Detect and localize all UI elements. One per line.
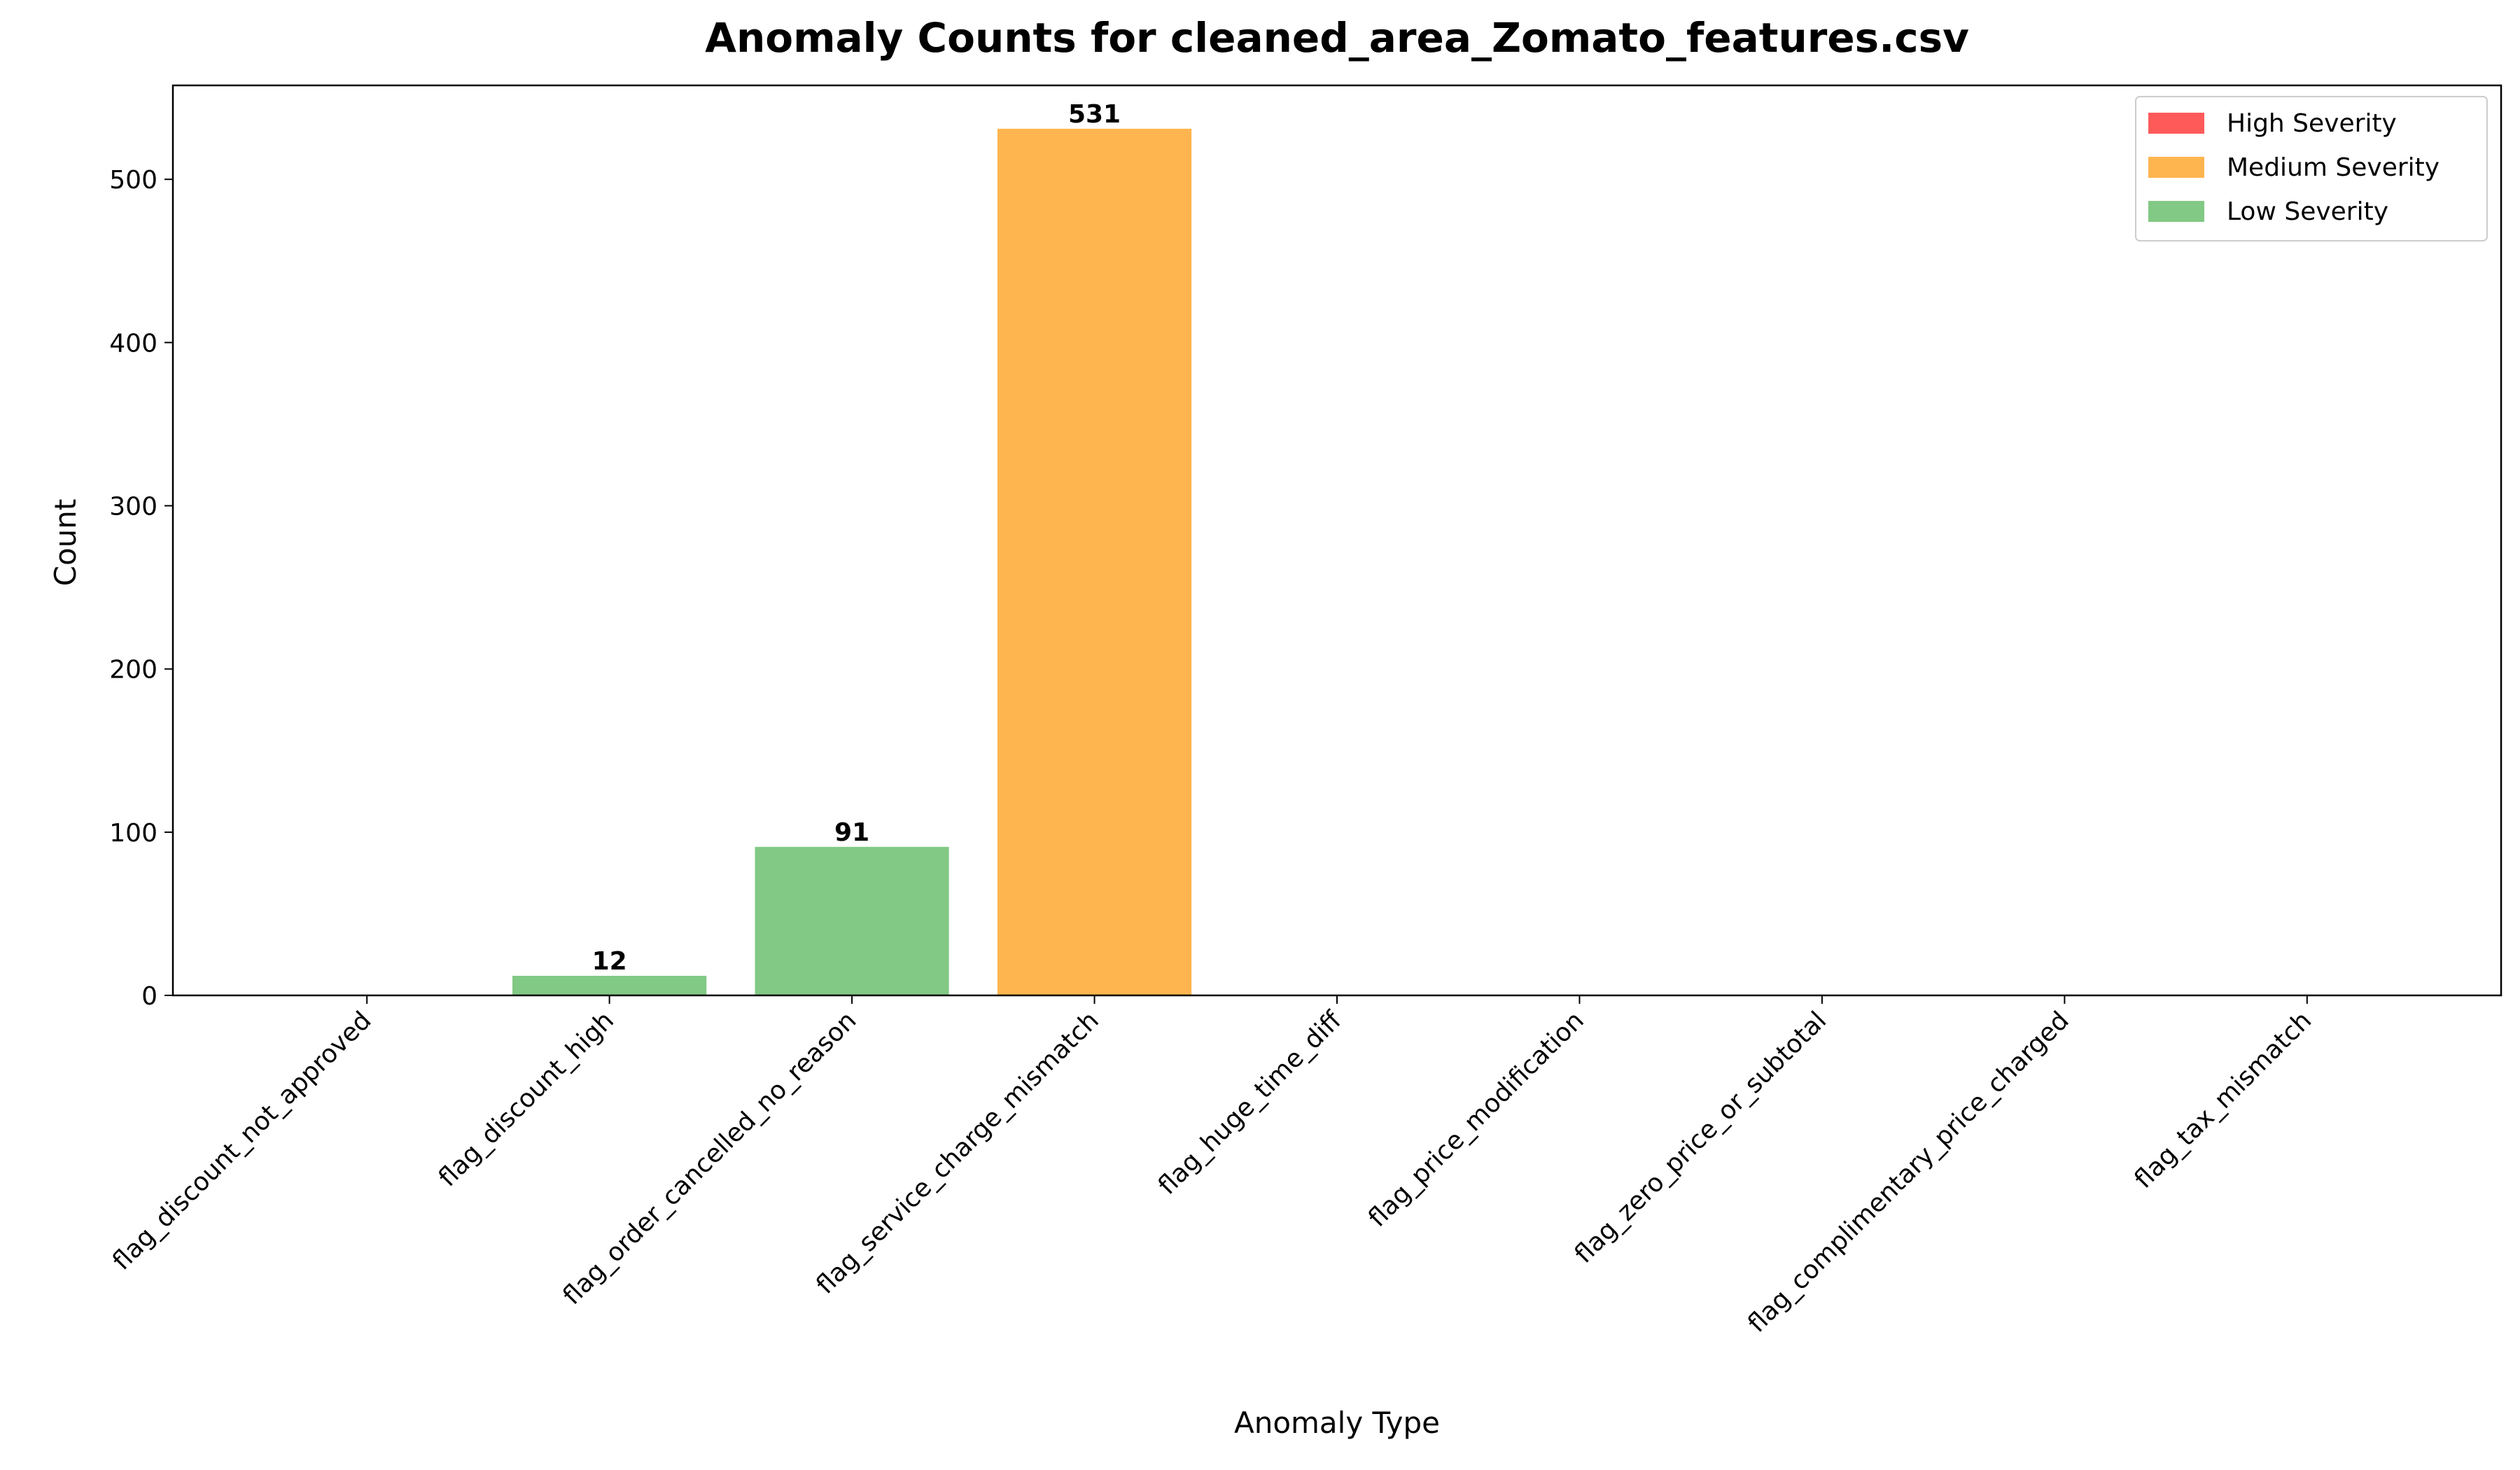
bar bbox=[755, 846, 949, 995]
y-tick-label: 400 bbox=[109, 329, 158, 358]
y-tick-label: 500 bbox=[109, 166, 158, 195]
y-tick-label: 200 bbox=[109, 656, 158, 685]
legend-label: Low Severity bbox=[2227, 197, 2388, 226]
legend-label: Medium Severity bbox=[2227, 153, 2440, 182]
data-label: 12 bbox=[592, 947, 627, 976]
bar bbox=[997, 128, 1192, 995]
legend-swatch bbox=[2148, 201, 2204, 222]
legend: High Severity Medium Severity Low Severity bbox=[2135, 96, 2488, 241]
legend-label: High Severity bbox=[2227, 109, 2397, 138]
bar bbox=[512, 976, 707, 995]
data-label: 531 bbox=[1068, 100, 1121, 129]
legend-swatch bbox=[2148, 113, 2204, 134]
data-label: 91 bbox=[834, 818, 869, 847]
y-tick-label: 0 bbox=[141, 982, 158, 1011]
y-axis-label: Count bbox=[48, 499, 83, 587]
y-tick-label: 100 bbox=[109, 819, 158, 848]
legend-swatch bbox=[2148, 157, 2204, 178]
bars-layer: 12 91 531 bbox=[512, 100, 1192, 995]
chart-title: Anomaly Counts for cleaned_area_Zomato_f… bbox=[705, 14, 1969, 62]
x-axis-label: Anomaly Type bbox=[1234, 1406, 1440, 1440]
legend-box bbox=[2135, 96, 2488, 241]
y-tick-label: 300 bbox=[109, 493, 158, 522]
